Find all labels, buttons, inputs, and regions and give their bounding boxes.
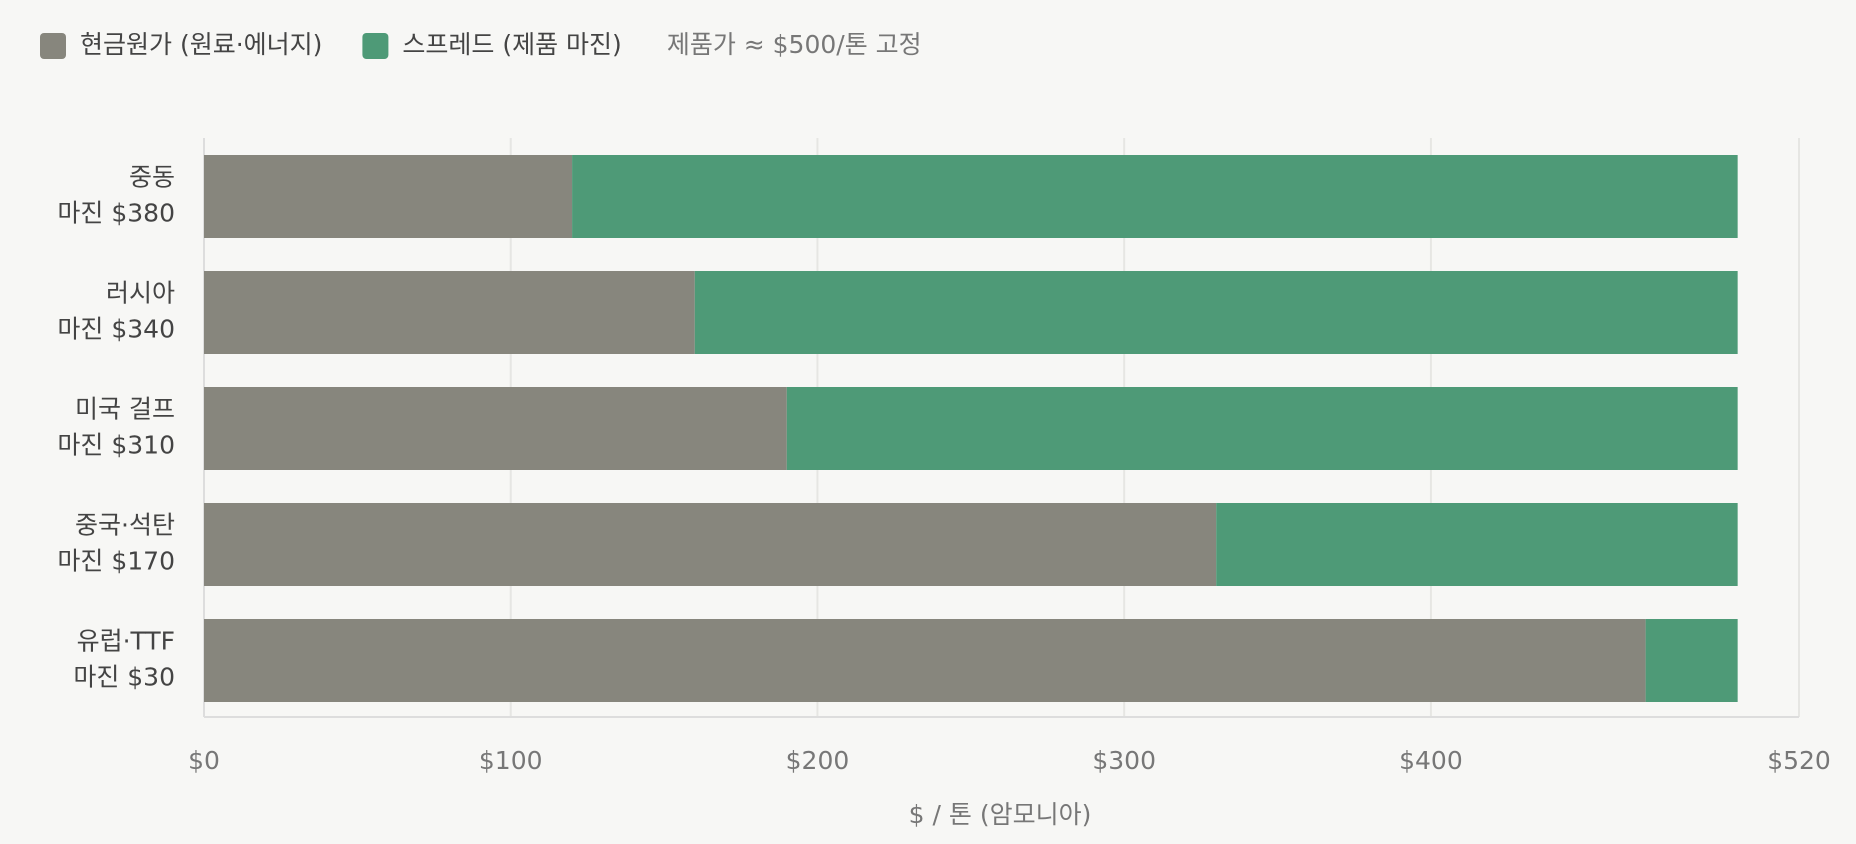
x-tick-label: $200 [786,746,850,775]
y-tick-label: 중국·석탄 [75,511,175,540]
annotation: 제품가 ≈ $500/톤 고정 [667,30,922,59]
margin-label: 마진 $310 [57,431,175,460]
legend-label: 스프레드 (제품 마진) [402,30,621,59]
y-tick-label: 러시아 [106,279,175,308]
y-tick-label: 유럽·TTF [77,627,175,656]
y-tick-label: 중동 [129,163,175,192]
bar-segment [572,155,1738,238]
bar-segment [1645,619,1738,702]
margin-label: 마진 $170 [57,547,175,576]
bar-segment [204,503,1217,586]
bar-segment [204,155,573,238]
legend-swatch [40,33,66,59]
bar-segment [204,387,787,470]
legend-swatch [362,33,389,59]
margin-label: 마진 $340 [57,315,175,344]
legend-label: 현금원가 (원료·에너지) [80,30,322,59]
margin-label: 마진 $380 [57,199,175,228]
bar-segment [1216,503,1738,586]
x-tick-label: $0 [188,746,220,775]
bar-segment [694,271,1738,354]
y-tick-label: 미국 걸프 [75,395,175,424]
x-axis-label: $ / 톤 (암모니아) [909,800,1092,829]
bar-segment [204,619,1646,702]
x-tick-label: $400 [1399,746,1463,775]
x-tick-label: $300 [1092,746,1156,775]
bar-segment [786,387,1738,470]
x-tick-label: $520 [1767,746,1831,775]
bar-segment [204,271,695,354]
x-tick-label: $100 [479,746,543,775]
margin-label: 마진 $30 [73,663,175,692]
